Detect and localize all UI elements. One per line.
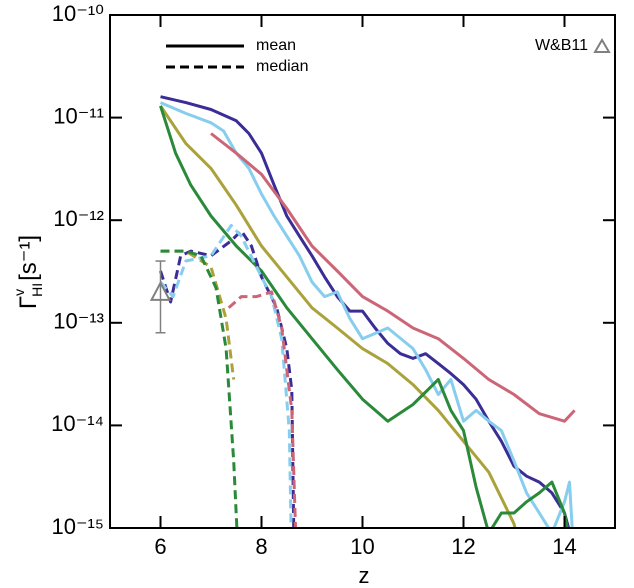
- series-line: [160, 95, 571, 528]
- series-line: [159, 223, 293, 528]
- x-tick-label: 12: [451, 534, 475, 559]
- x-axis-label: z: [359, 563, 370, 588]
- series-line: [227, 290, 298, 528]
- series-line: [159, 101, 574, 528]
- plot-area: [159, 95, 576, 528]
- series-line: [159, 105, 569, 528]
- series-line: [159, 105, 517, 528]
- y-tick-label: 10⁻¹⁵: [51, 514, 104, 539]
- legend-label: mean: [256, 37, 296, 54]
- observation-label: W&B11: [535, 37, 588, 54]
- y-label-unit: [s⁻¹]: [15, 235, 42, 281]
- series-line: [210, 132, 576, 423]
- y-tick-label: 10⁻¹²: [53, 206, 104, 231]
- x-tick-label: 10: [350, 534, 374, 559]
- y-tick-label: 10⁻¹³: [53, 309, 104, 334]
- y-label-symbol: Γ: [15, 296, 42, 309]
- x-tick-label: 14: [552, 534, 576, 559]
- y-tick-label: 10⁻¹⁰: [52, 1, 104, 26]
- y-tick-label: 10⁻¹¹: [53, 103, 104, 128]
- y-tick-label: 10⁻¹⁴: [51, 411, 104, 436]
- x-tick-label: 6: [154, 534, 166, 559]
- observation-legend-marker: [593, 38, 611, 53]
- x-tick-label: 8: [255, 534, 267, 559]
- y-label-sup: v: [11, 289, 27, 296]
- series-line: [160, 249, 239, 528]
- series-line: [160, 249, 236, 380]
- y-label-sub: HI: [29, 283, 45, 297]
- plot-frame: [109, 14, 616, 529]
- observation-marker: [149, 280, 172, 301]
- y-axis-label: Γv HI [s⁻¹]: [11, 235, 45, 309]
- legend-label: median: [256, 58, 308, 75]
- series-line: [159, 229, 296, 528]
